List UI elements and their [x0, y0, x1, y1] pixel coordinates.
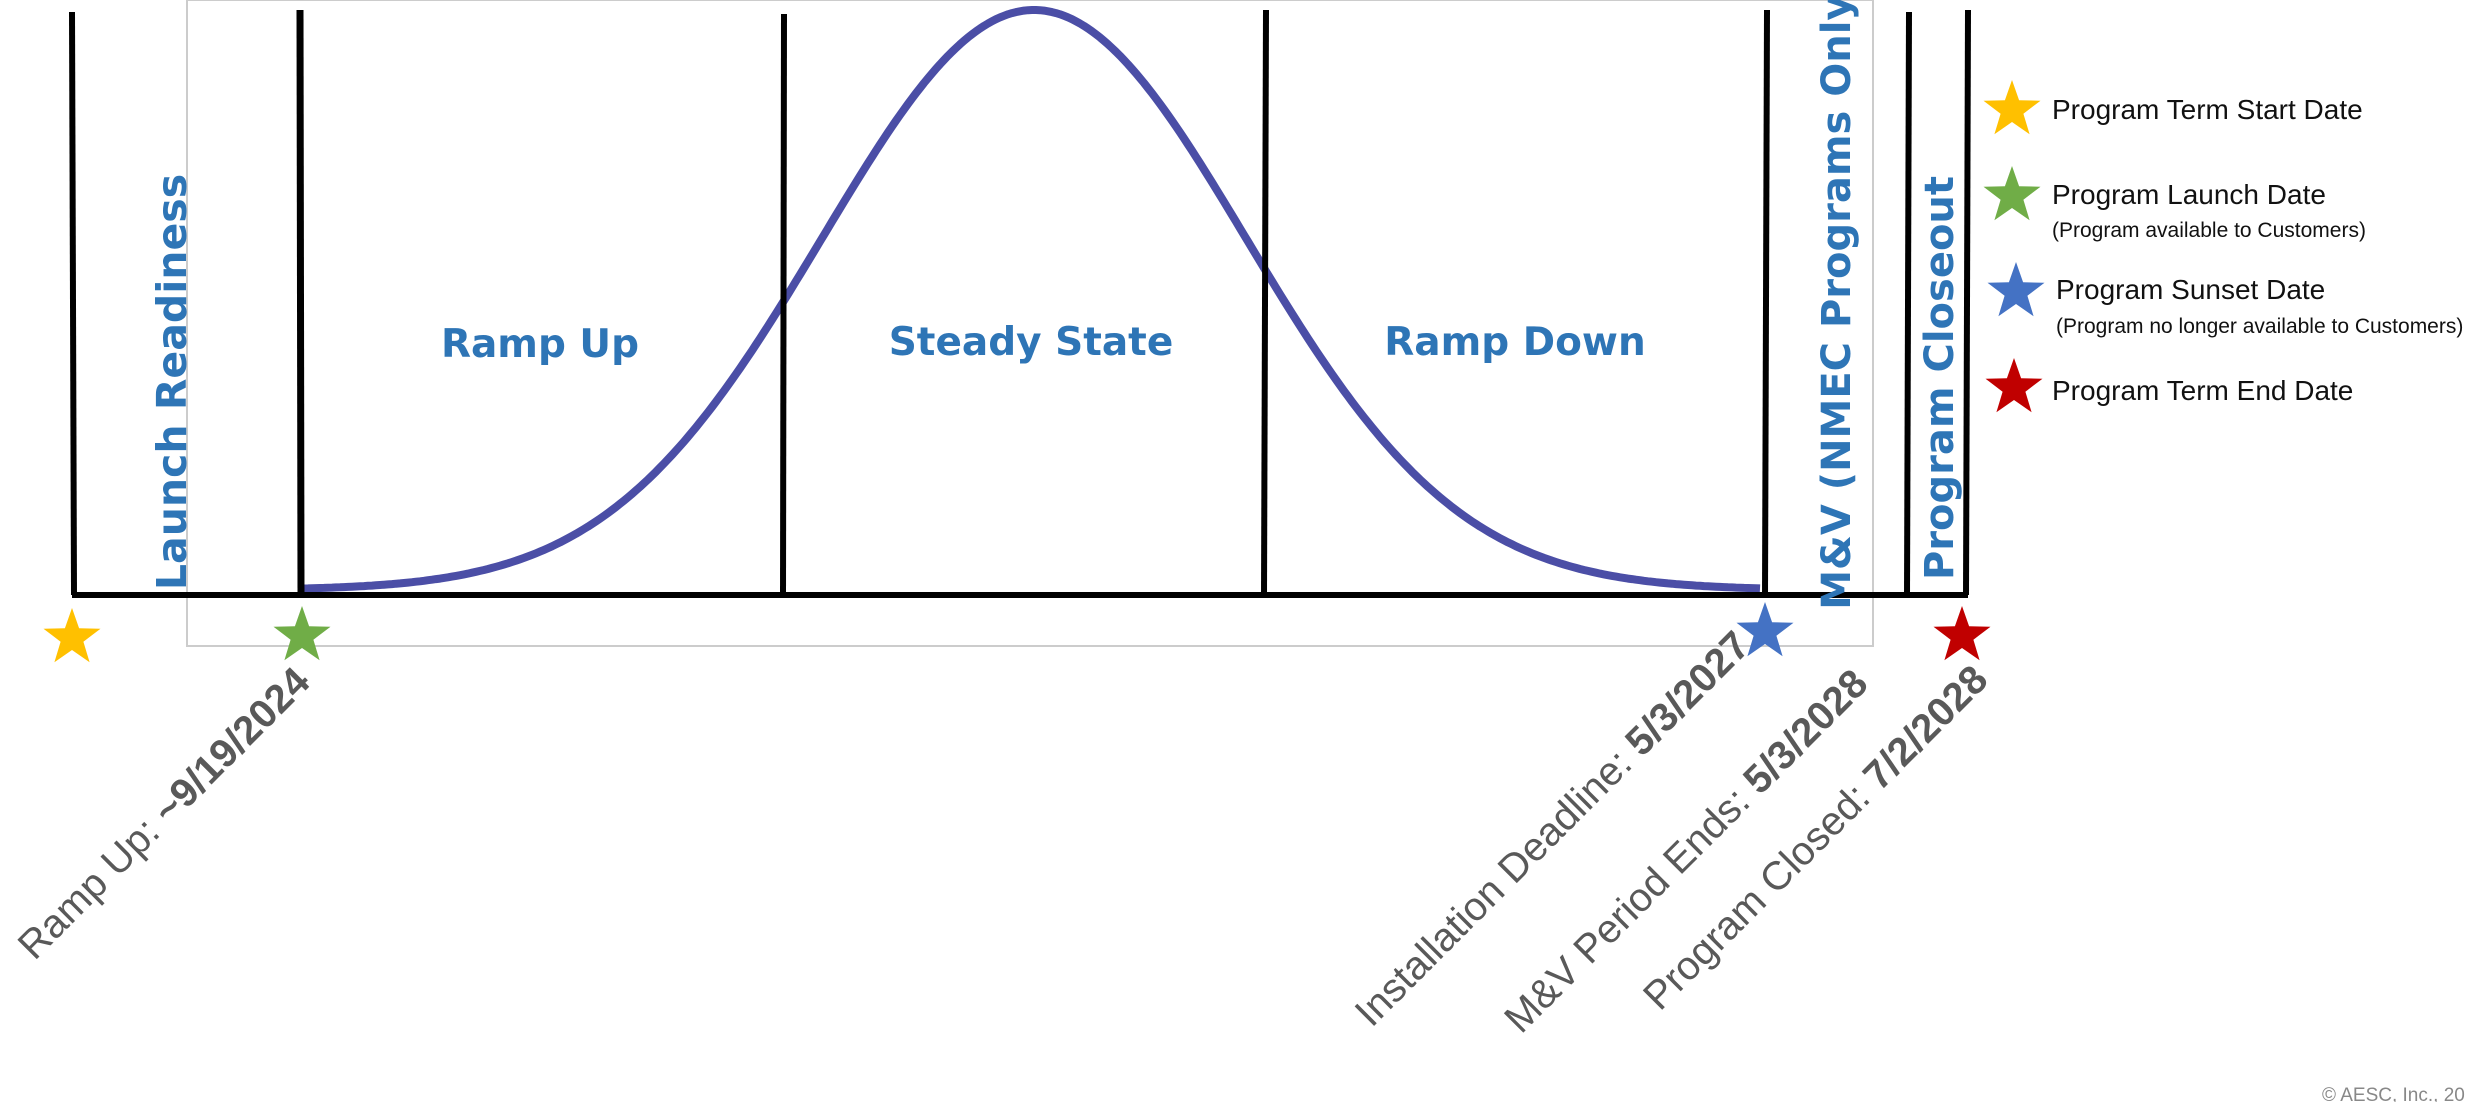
legend-star-icon-term-end — [1985, 358, 2043, 413]
phase-ramp-up: Ramp Up — [441, 322, 639, 367]
phase-mv: M&V (NMEC Programs Only) — [1814, 0, 1860, 610]
phase-ramp-down: Ramp Down — [1384, 320, 1645, 365]
phase-closeout: Program Closeout — [1917, 176, 1963, 580]
divider-mv-end — [1904, 11, 1912, 596]
star-icon-term-start — [43, 608, 101, 663]
divider-term-start — [69, 11, 77, 596]
divider-ramp-up-steady — [780, 13, 787, 596]
image-frame — [186, 0, 1874, 647]
legend-launch-label: Program Launch Date — [2052, 179, 2326, 210]
phase-steady-state: Steady State — [889, 320, 1174, 365]
legend-star-icon-sunset — [1987, 262, 2045, 317]
legend: Program Term Start Date Program Launch D… — [1983, 80, 2463, 413]
divider-sunset — [1762, 9, 1770, 596]
legend-star-icon-launch — [1983, 166, 2041, 221]
program-activity-curve — [299, 6, 1761, 593]
legend-launch-sublabel: (Program available to Customers) — [2052, 219, 2366, 242]
legend-term-start-label: Program Term Start Date — [2052, 94, 2363, 125]
legend-sunset-label: Program Sunset Date — [2056, 274, 2325, 305]
divider-steady-ramp-down — [1261, 9, 1269, 596]
star-icon-launch — [273, 606, 331, 661]
star-icon-term-end — [1933, 606, 1991, 661]
legend-star-icon-term-start — [1983, 80, 2041, 135]
legend-term-end-label: Program Term End Date — [2052, 375, 2353, 406]
divider-launch — [296, 9, 305, 596]
milestone-ramp-up: Ramp Up: ~9/19/2024 — [10, 659, 319, 968]
copyright: © AESC, Inc., 20 — [2322, 1085, 2465, 1102]
divider-term-end — [1963, 9, 1971, 596]
phase-launch-readiness: Launch Readiness — [148, 174, 196, 590]
legend-sunset-sublabel: (Program no longer available to Customer… — [2056, 315, 2463, 338]
